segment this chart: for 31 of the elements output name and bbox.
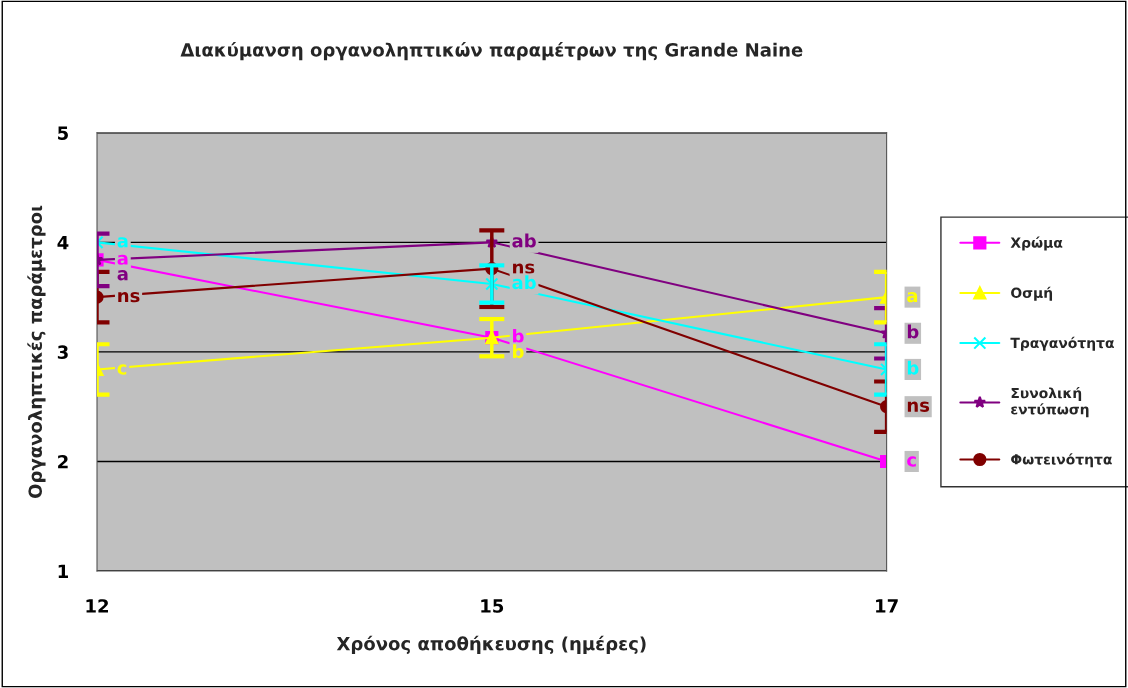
chart-title: Διακύμανση οργανοληπτικών παραμέτρων της Grande Naine: [180, 41, 803, 61]
y-tick-label: 4: [57, 236, 69, 250]
x-tick-label: 15: [481, 599, 504, 613]
data-label: a: [117, 270, 128, 281]
data-label: a: [117, 237, 128, 248]
legend-label: Οσμή: [1011, 286, 1053, 301]
x-axis-title: Χρόνος αποθήκευσης (ημέρες): [336, 635, 646, 654]
data-label: ns: [513, 263, 535, 274]
legend-label: Συνολική εντύπωση: [1011, 386, 1089, 418]
data-label: ab: [512, 275, 536, 290]
data-label: ns: [118, 292, 140, 303]
data-label: a: [117, 254, 128, 266]
y-tick-label: 3: [57, 345, 68, 360]
data-label: b: [513, 344, 524, 359]
y-tick-label: 1: [58, 564, 68, 578]
data-label: ns: [907, 401, 930, 412]
legend-label: Φωτεινότητα: [1011, 453, 1112, 468]
legend-label: Τραγανότητα: [1010, 336, 1114, 351]
data-label: b: [907, 360, 919, 375]
data-label: a: [907, 292, 918, 303]
legend-label: Χρώμα: [1010, 236, 1063, 251]
data-label: ab: [512, 233, 536, 248]
x-tick-label: 17: [876, 599, 898, 613]
y-tick-label: 5: [58, 126, 68, 140]
x-tick-label: 12: [86, 599, 108, 613]
data-label: b: [513, 328, 524, 343]
y-tick-label: 2: [58, 454, 68, 469]
data-label: c: [907, 456, 916, 467]
data-label: c: [117, 364, 127, 375]
y-axis-title: Οργανοληπτικές παράμετροι: [27, 205, 46, 498]
data-label: b: [907, 324, 919, 339]
